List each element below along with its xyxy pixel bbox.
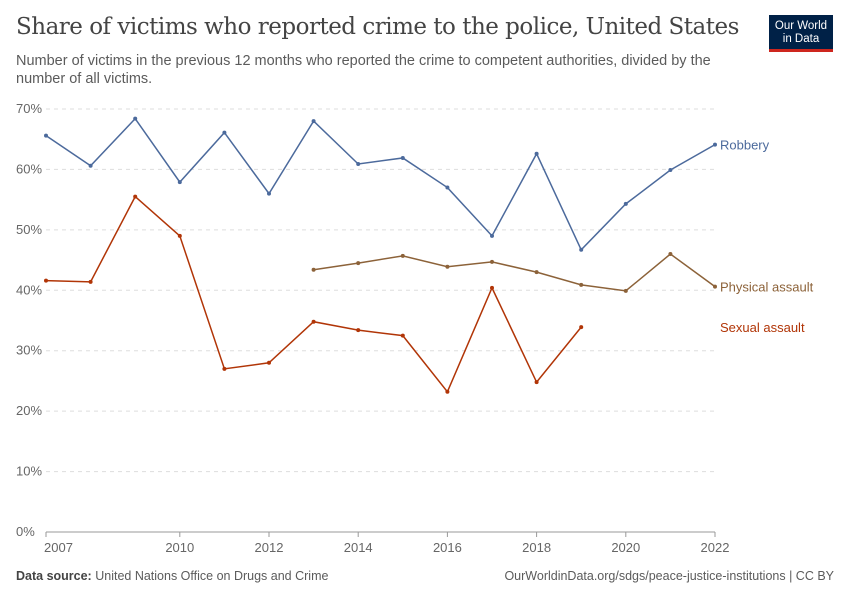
x-tick-label: 2014 — [344, 540, 373, 555]
data-point — [356, 328, 361, 333]
owid-logo[interactable]: Our World in Data — [769, 15, 833, 52]
x-tick-label: 2012 — [255, 540, 284, 555]
data-point — [400, 253, 405, 258]
y-tick-label: 70% — [16, 101, 42, 116]
data-point — [222, 130, 227, 135]
series-label: Physical assault — [720, 280, 814, 295]
y-tick-label: 40% — [16, 282, 42, 297]
data-point — [579, 247, 584, 252]
data-point — [623, 288, 628, 293]
data-point — [400, 333, 405, 338]
data-point — [88, 279, 93, 284]
data-point — [44, 278, 48, 283]
data-point — [44, 133, 48, 138]
data-point — [400, 155, 405, 160]
series-label: Robbery — [720, 138, 770, 153]
logo-line-2: in Data — [782, 33, 820, 45]
chart-title: Share of victims who reported crime to t… — [16, 14, 739, 40]
data-point — [133, 194, 138, 199]
series-line-physical-assault — [313, 253, 716, 292]
data-point — [490, 233, 494, 238]
y-tick-label: 30% — [16, 343, 42, 358]
x-tick-label: 2016 — [433, 540, 462, 555]
line-chart: 0% 10% 20% 30% 40% 50% 60% 70% 2007 2010 2012 2014 2… — [16, 101, 814, 555]
source-text: United Nations Office on Drugs and Crime — [95, 569, 329, 583]
series-line-robbery — [45, 117, 716, 252]
data-point — [579, 325, 584, 330]
y-tick-label: 20% — [16, 403, 42, 418]
data-point — [713, 284, 717, 289]
data-point — [445, 389, 450, 394]
data-point — [267, 191, 271, 196]
data-point — [177, 180, 182, 185]
data-point — [623, 201, 628, 206]
data-point — [445, 264, 450, 269]
data-point — [133, 116, 138, 121]
source-label: Data source: — [16, 569, 92, 583]
x-tick-label: 2018 — [522, 540, 551, 555]
series-line-sexual-assault — [45, 195, 582, 394]
series-label: Sexual assault — [720, 320, 805, 335]
y-tick-label: 50% — [16, 222, 42, 237]
data-point — [668, 168, 673, 173]
data-point — [490, 259, 494, 264]
data-point — [311, 267, 316, 272]
y-tick-label: 0% — [16, 524, 35, 539]
data-point — [88, 163, 93, 168]
x-tick-label: 2020 — [611, 540, 640, 555]
data-point — [222, 366, 227, 371]
data-point — [356, 261, 361, 266]
y-tick-label: 10% — [16, 464, 42, 479]
data-point — [490, 285, 494, 290]
x-tick-label: 2010 — [165, 540, 194, 555]
data-point — [177, 233, 182, 238]
logo-line-1: Our World — [774, 20, 828, 32]
x-tick-label: 2022 — [701, 540, 730, 555]
data-point — [445, 185, 450, 190]
data-point — [267, 360, 271, 365]
data-point — [356, 161, 361, 166]
footer-url[interactable]: OurWorldinData.org/sdgs/peace-justice-in… — [504, 569, 834, 583]
data-point — [668, 252, 673, 257]
y-tick-label: 60% — [16, 161, 42, 176]
x-tick-label: 2007 — [44, 540, 73, 555]
chart-subtitle: Number of victims in the previous 12 mon… — [16, 53, 711, 87]
data-point — [579, 282, 584, 287]
data-point — [713, 142, 717, 147]
data-point — [311, 119, 316, 124]
data-point — [534, 270, 539, 275]
data-point — [534, 151, 539, 156]
data-point — [534, 380, 539, 385]
data-source: Data source: United Nations Office on Dr… — [16, 569, 328, 583]
data-point — [311, 319, 316, 324]
